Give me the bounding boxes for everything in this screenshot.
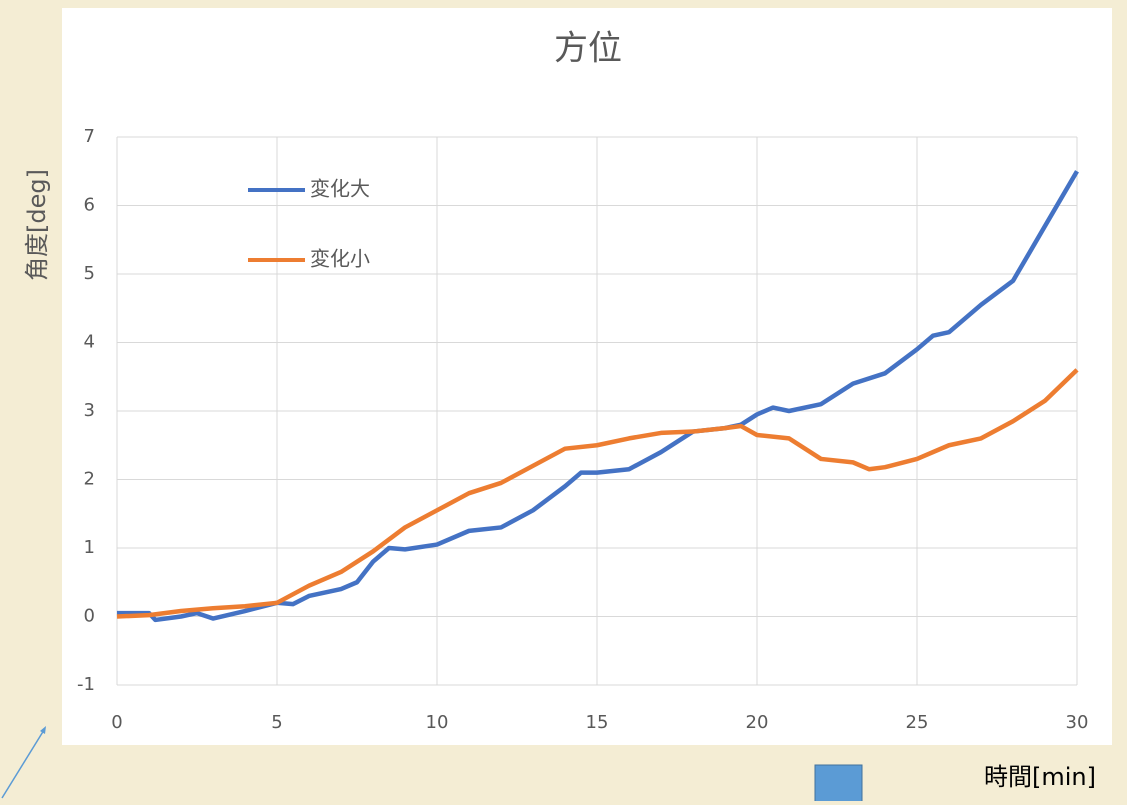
y-tick-label: 0 [84,606,95,627]
y-tick-label: -1 [77,674,95,695]
y-tick-label: 1 [84,537,95,558]
legend-label: 変化大 [310,177,370,201]
x-tick-label: 15 [586,712,609,733]
y-tick-label: 3 [84,400,95,421]
data-line [116,368,1079,619]
y-tick-label: 4 [84,332,95,353]
y-tick-label: 6 [84,195,95,216]
arrow-head [40,726,46,734]
y-tick-label: 2 [84,469,95,490]
x-tick-label: 10 [426,712,449,733]
x-tick-label: 5 [271,712,282,733]
arrow [1,729,45,799]
x-tick-label: 30 [1066,712,1089,733]
x-tick-label: 25 [906,712,929,733]
x-tick-label: 20 [746,712,769,733]
y-tick-label: 7 [84,126,95,147]
y-tick-label: 5 [84,263,95,284]
y-axis-label: 角度[deg] [23,169,51,281]
chart-title: 方位 [554,29,622,69]
x-tick-label: 0 [111,712,122,733]
chart-area [62,8,1112,745]
shape [814,764,863,805]
x-axis-label: 時間[min] [984,763,1096,791]
legend-label: 変化小 [310,247,370,271]
